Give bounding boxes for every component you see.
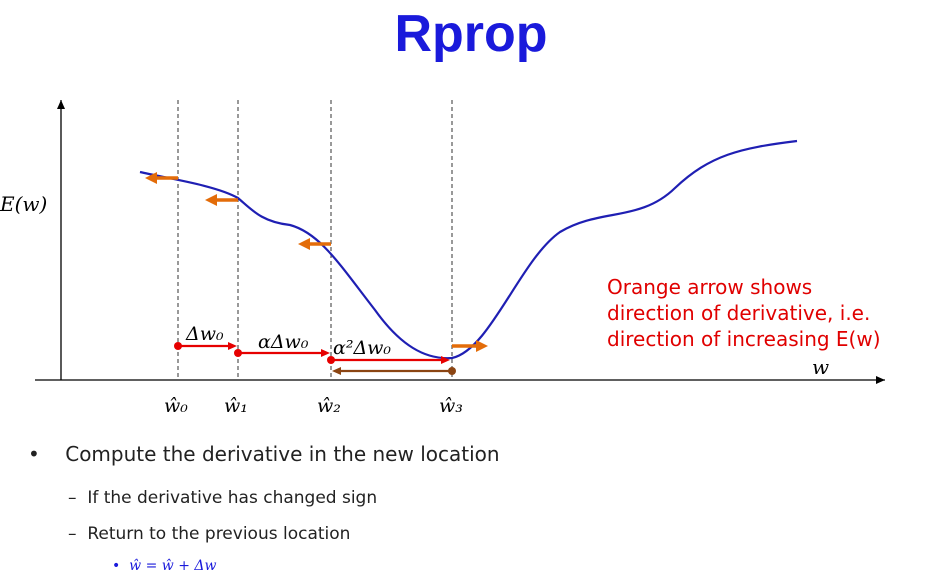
tick-label-w1: ŵ₁ — [224, 395, 248, 417]
derivative-arrowhead-w2 — [298, 238, 310, 250]
step-label-3: α²Δw₀ — [333, 337, 391, 359]
step-label-1: Δw₀ — [185, 323, 224, 345]
tick-label-w0: ŵ₀ — [164, 395, 188, 417]
bullet-dot: • — [28, 442, 40, 466]
note-line: direction of derivative, i.e. — [607, 301, 871, 325]
point-w2 — [327, 356, 335, 364]
error-curve — [139, 139, 798, 360]
point-w1 — [234, 349, 242, 357]
sub-bullet-dash: – — [68, 488, 77, 508]
x-axis-label: w — [812, 355, 829, 379]
step-arrowhead-3 — [441, 356, 450, 364]
return-arrowhead — [332, 367, 341, 375]
slide-title: Rprop — [394, 5, 548, 63]
note-line: direction of increasing E(w) — [607, 327, 881, 351]
point-w0 — [174, 342, 182, 350]
return-arrow — [332, 367, 456, 375]
update-formula: ŵ = ŵ + Δw — [129, 558, 217, 574]
y-axis-label: E(w) — [0, 192, 47, 216]
sub-bullet-dash: – — [68, 524, 77, 544]
sub-bullet-text: If the derivative has changed sign — [87, 488, 378, 508]
derivative-arrows — [145, 172, 488, 352]
formula-dot: • — [112, 558, 121, 574]
formula-item: • ŵ = ŵ + Δw — [112, 558, 217, 574]
step-arrowhead-1 — [228, 342, 237, 350]
step-label-2: αΔw₀ — [258, 331, 309, 353]
note-line: Orange arrow shows — [607, 275, 813, 299]
derivative-arrowhead-w3 — [476, 340, 488, 352]
derivative-arrowhead-w1 — [205, 194, 217, 206]
derivative-arrowhead-w0 — [145, 172, 157, 184]
sub-bullet-text: Return to the previous location — [87, 524, 351, 544]
sub-bullet-item: – If the derivative has changed sign — [68, 488, 377, 508]
sub-bullet-item: – Return to the previous location — [68, 524, 350, 544]
bullet-item: • Compute the derivative in the new loca… — [28, 442, 500, 466]
tick-label-w3: ŵ₃ — [439, 395, 463, 417]
derivative-note: Orange arrow shows direction of derivati… — [607, 274, 881, 352]
bullet-text: Compute the derivative in the new locati… — [65, 442, 500, 466]
tick-label-w2: ŵ₂ — [317, 395, 341, 417]
step-arrows — [178, 342, 450, 364]
return-arrow-origin — [448, 367, 456, 375]
step-arrowhead-2 — [321, 349, 330, 357]
